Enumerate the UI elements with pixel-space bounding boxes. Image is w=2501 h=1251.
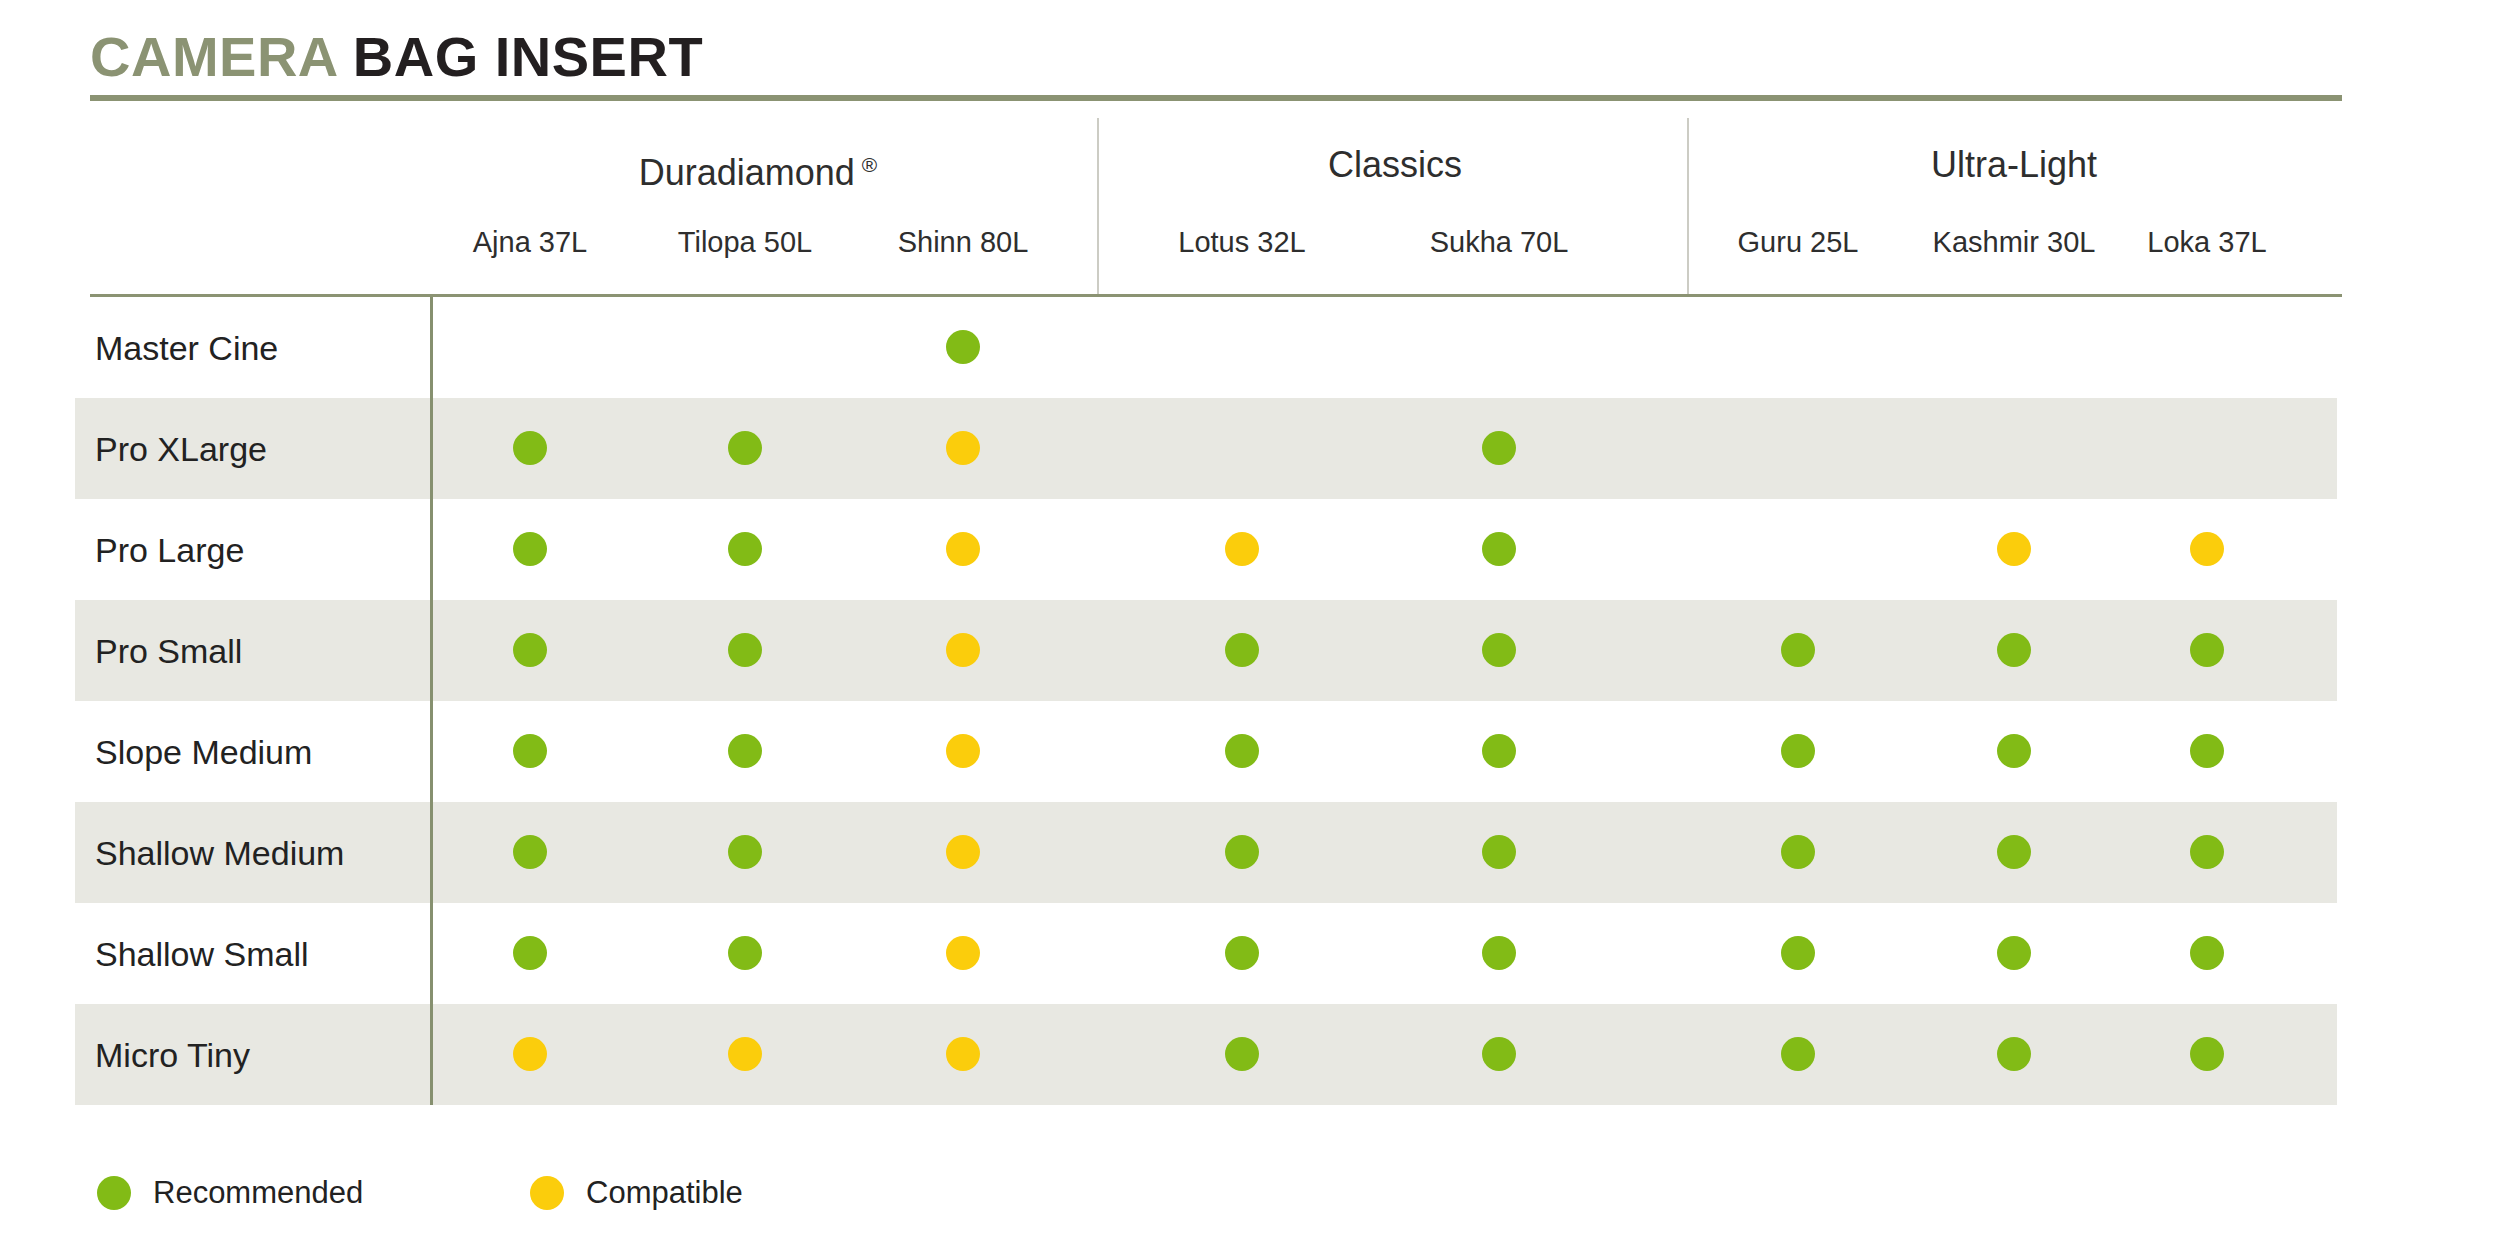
legend-item: Recommended [97,1176,363,1210]
row-label: Shallow Medium [95,833,344,872]
status-dot-recommended [1997,936,2031,970]
title-underline-rule [90,95,2342,101]
status-dot-recommended [1482,835,1516,869]
status-dot-recommended [1225,1037,1259,1071]
status-dot-compatible [946,532,980,566]
row-label: Pro XLarge [95,429,267,468]
status-dot-compatible [1225,532,1259,566]
table-row: Pro Small [75,600,2337,701]
header-section-divider [1097,118,1099,296]
table-row: Shallow Small [75,903,2337,1004]
status-dot-recommended [1482,936,1516,970]
column-group-label: Ultra-Light [1931,143,2097,187]
status-dot-compatible [728,1037,762,1071]
status-dot-recommended [1482,734,1516,768]
page-title: CAMERABAG INSERT [90,24,703,89]
status-dot-recommended [2190,734,2224,768]
status-dot-recommended [1225,734,1259,768]
table-row: Pro XLarge [75,398,2337,499]
status-dot-recommended [728,431,762,465]
legend-label: Recommended [153,1175,363,1211]
status-dot-recommended [1225,835,1259,869]
status-dot-recommended [513,835,547,869]
legend-item: Compatible [530,1176,743,1210]
column-header: Loka 37L [2147,224,2266,260]
status-dot-recommended [728,532,762,566]
status-dot-recommended [2190,1037,2224,1071]
status-dot-recommended [1781,734,1815,768]
row-label: Shallow Small [95,934,309,973]
table-row: Shallow Medium [75,802,2337,903]
status-dot-recommended [1997,633,2031,667]
column-header: Ajna 37L [473,224,588,260]
column-header: Tilopa 50L [678,224,812,260]
column-header: Shinn 80L [898,224,1029,260]
row-label: Slope Medium [95,732,312,771]
header-section-divider [1687,118,1689,296]
column-header: Guru 25L [1738,224,1859,260]
camera-bag-insert-compatibility-chart: CAMERABAG INSERT Duradiamond® Classics Ult… [0,0,2501,1251]
row-label: Micro Tiny [95,1035,250,1074]
status-dot-compatible [946,1037,980,1071]
row-label: Pro Large [95,530,244,569]
row-label: Master Cine [95,328,278,367]
column-header: Kashmir 30L [1933,224,2096,260]
status-dot-recommended [728,633,762,667]
status-dot-recommended [728,734,762,768]
registered-trademark-symbol: ® [862,153,877,176]
status-dot-recommended [2190,936,2224,970]
status-dot-recommended [513,532,547,566]
status-dot-recommended [728,936,762,970]
table-row: Micro Tiny [75,1004,2337,1105]
status-dot-recommended [1482,431,1516,465]
status-dot-recommended [513,936,547,970]
title-accent: CAMERA [90,25,339,88]
title-rest: BAG INSERT [353,25,703,88]
status-dot-recommended [728,835,762,869]
status-dot-recommended [513,734,547,768]
column-header: Sukha 70L [1430,224,1569,260]
status-dot-recommended [1225,633,1259,667]
status-dot-recommended [1781,1037,1815,1071]
status-dot-compatible [946,936,980,970]
status-dot-compatible [1997,532,2031,566]
status-dot-compatible [946,431,980,465]
status-dot-recommended [1482,1037,1516,1071]
status-dot-recommended [2190,633,2224,667]
status-dot-recommended [946,330,980,364]
table-row: Master Cine [75,297,2337,398]
legend-label: Compatible [586,1175,743,1211]
status-dot-recommended [1225,936,1259,970]
status-dot-compatible [2190,532,2224,566]
status-dot-compatible [946,633,980,667]
table-row: Pro Large [75,499,2337,600]
legend-dot-compatible [530,1176,564,1210]
column-group-label: Classics [1328,143,1462,187]
table-row: Slope Medium [75,701,2337,802]
status-dot-recommended [1997,1037,2031,1071]
legend-dot-recommended [97,1176,131,1210]
status-dot-recommended [1997,835,2031,869]
row-label: Pro Small [95,631,242,670]
status-dot-recommended [513,633,547,667]
status-dot-recommended [2190,835,2224,869]
status-dot-recommended [513,431,547,465]
status-dot-compatible [946,835,980,869]
status-dot-compatible [513,1037,547,1071]
status-dot-recommended [1781,835,1815,869]
status-dot-recommended [1997,734,2031,768]
column-header: Lotus 32L [1178,224,1305,260]
status-dot-compatible [946,734,980,768]
status-dot-recommended [1781,936,1815,970]
status-dot-recommended [1482,633,1516,667]
column-group-label: Duradiamond® [639,143,878,187]
label-column-divider [430,297,433,1105]
status-dot-recommended [1781,633,1815,667]
status-dot-recommended [1482,532,1516,566]
